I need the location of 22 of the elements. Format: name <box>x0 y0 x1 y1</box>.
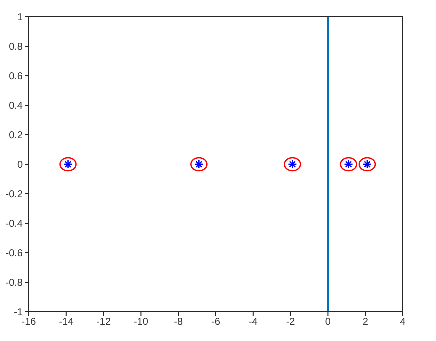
y-tick-label: -0.6 <box>6 248 24 260</box>
y-tick-label: 0.4 <box>9 101 24 112</box>
x-tick-label: -12 <box>96 317 112 328</box>
y-tick-label: 0.8 <box>9 42 24 54</box>
x-tick-label: 2 <box>362 317 369 328</box>
y-tick-label: -0.2 <box>6 190 24 201</box>
x-tick-label: -8 <box>174 317 184 328</box>
x-tick-label: -16 <box>22 317 37 328</box>
y-tick-label: -0.8 <box>6 278 24 290</box>
x-tick-label: -2 <box>286 317 296 328</box>
x-tick-label: -14 <box>59 317 74 328</box>
x-tick-label: -4 <box>248 317 258 328</box>
y-tick-label: 0.6 <box>9 72 24 83</box>
x-tick-label: -6 <box>212 317 221 328</box>
y-tick-label: 0.2 <box>9 130 24 142</box>
y-tick-label: 1 <box>17 12 24 24</box>
y-tick-label: -0.4 <box>6 219 24 230</box>
x-tick-label: 0 <box>325 317 332 328</box>
y-tick-label: 0 <box>17 160 24 172</box>
x-tick-label: 4 <box>400 317 406 328</box>
x-tick-label: -10 <box>134 317 149 328</box>
y-tick-label: -1 <box>14 308 24 319</box>
